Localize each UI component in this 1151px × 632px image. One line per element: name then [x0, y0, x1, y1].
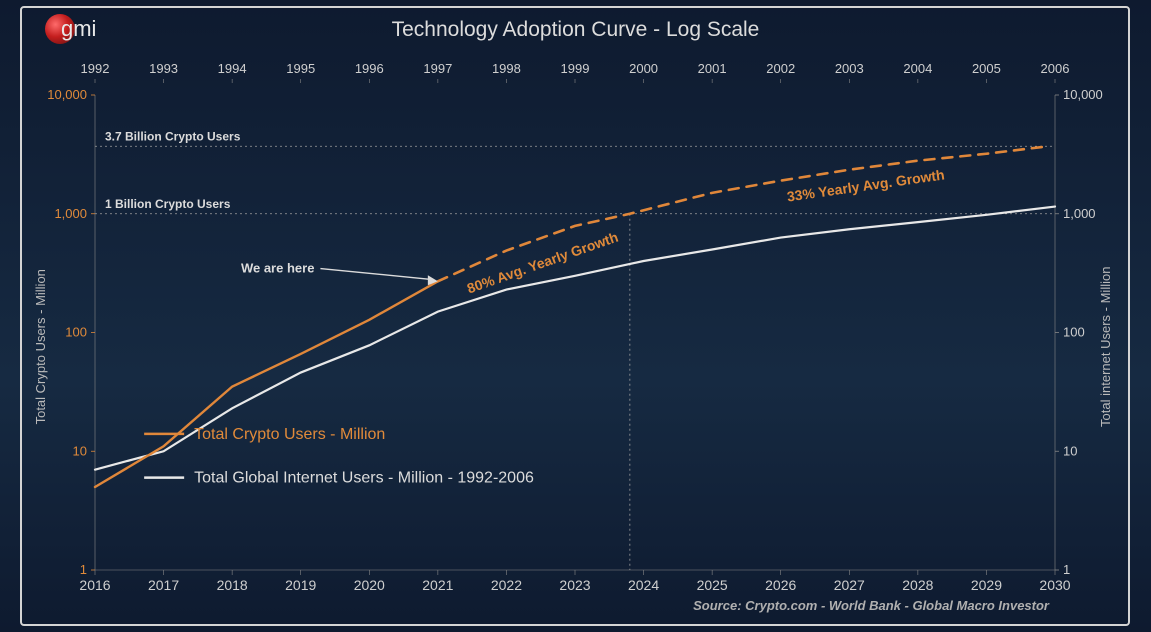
svg-text:1,000: 1,000 [54, 206, 87, 221]
svg-text:1994: 1994 [218, 61, 247, 76]
svg-text:2003: 2003 [835, 61, 864, 76]
svg-text:We are here: We are here [241, 261, 314, 276]
svg-text:10: 10 [73, 443, 87, 458]
chart-svg: 1 1 10 10 100 100 1,000 1,000 10,000 10,000 2016 20… [0, 0, 1151, 632]
svg-text:2017: 2017 [148, 577, 179, 593]
svg-text:2022: 2022 [491, 577, 522, 593]
svg-text:1997: 1997 [423, 61, 452, 76]
svg-text:1998: 1998 [492, 61, 521, 76]
svg-text:2019: 2019 [285, 577, 316, 593]
svg-text:2006: 2006 [1041, 61, 1070, 76]
svg-text:1992: 1992 [81, 61, 110, 76]
svg-text:Total internet Users - Million: Total internet Users - Million [1098, 267, 1113, 427]
svg-text:3.7 Billion Crypto Users: 3.7 Billion Crypto Users [105, 129, 241, 143]
svg-text:2005: 2005 [972, 61, 1001, 76]
svg-text:10,000: 10,000 [1063, 87, 1103, 102]
svg-text:2026: 2026 [765, 577, 796, 593]
svg-text:Source: Crypto.com - World B: Source: Crypto.com - World Bank - Global… [693, 598, 1050, 613]
svg-text:100: 100 [65, 325, 87, 340]
svg-text:2027: 2027 [834, 577, 865, 593]
svg-text:2024: 2024 [628, 577, 659, 593]
svg-text:2029: 2029 [971, 577, 1002, 593]
svg-text:1,000: 1,000 [1063, 206, 1096, 221]
svg-text:10: 10 [1063, 443, 1077, 458]
svg-text:1995: 1995 [286, 61, 315, 76]
svg-text:Total Crypto Users - Million: Total Crypto Users - Million [33, 269, 48, 424]
svg-text:2004: 2004 [903, 61, 932, 76]
svg-text:100: 100 [1063, 325, 1085, 340]
svg-text:2028: 2028 [902, 577, 933, 593]
svg-text:1: 1 [80, 562, 87, 577]
svg-text:1999: 1999 [561, 61, 590, 76]
svg-text:1996: 1996 [355, 61, 384, 76]
svg-text:10,000: 10,000 [47, 87, 87, 102]
svg-text:Total Crypto Users - Million: Total Crypto Users - Million [194, 426, 385, 443]
svg-text:2025: 2025 [697, 577, 728, 593]
svg-text:2002: 2002 [766, 61, 795, 76]
svg-text:2023: 2023 [559, 577, 590, 593]
svg-text:Total Global Internet Users -: Total Global Internet Users - Million - … [194, 470, 534, 487]
svg-text:2030: 2030 [1039, 577, 1070, 593]
svg-text:2001: 2001 [698, 61, 727, 76]
svg-text:2016: 2016 [79, 577, 110, 593]
svg-text:2000: 2000 [629, 61, 658, 76]
svg-text:2018: 2018 [217, 577, 248, 593]
svg-text:2020: 2020 [354, 577, 385, 593]
svg-text:1993: 1993 [149, 61, 178, 76]
svg-text:1 Billion Crypto Users: 1 Billion Crypto Users [105, 197, 231, 211]
svg-text:1: 1 [1063, 562, 1070, 577]
svg-text:33% Yearly Avg. Growth: 33% Yearly Avg. Growth [786, 166, 946, 204]
svg-text:2021: 2021 [422, 577, 453, 593]
